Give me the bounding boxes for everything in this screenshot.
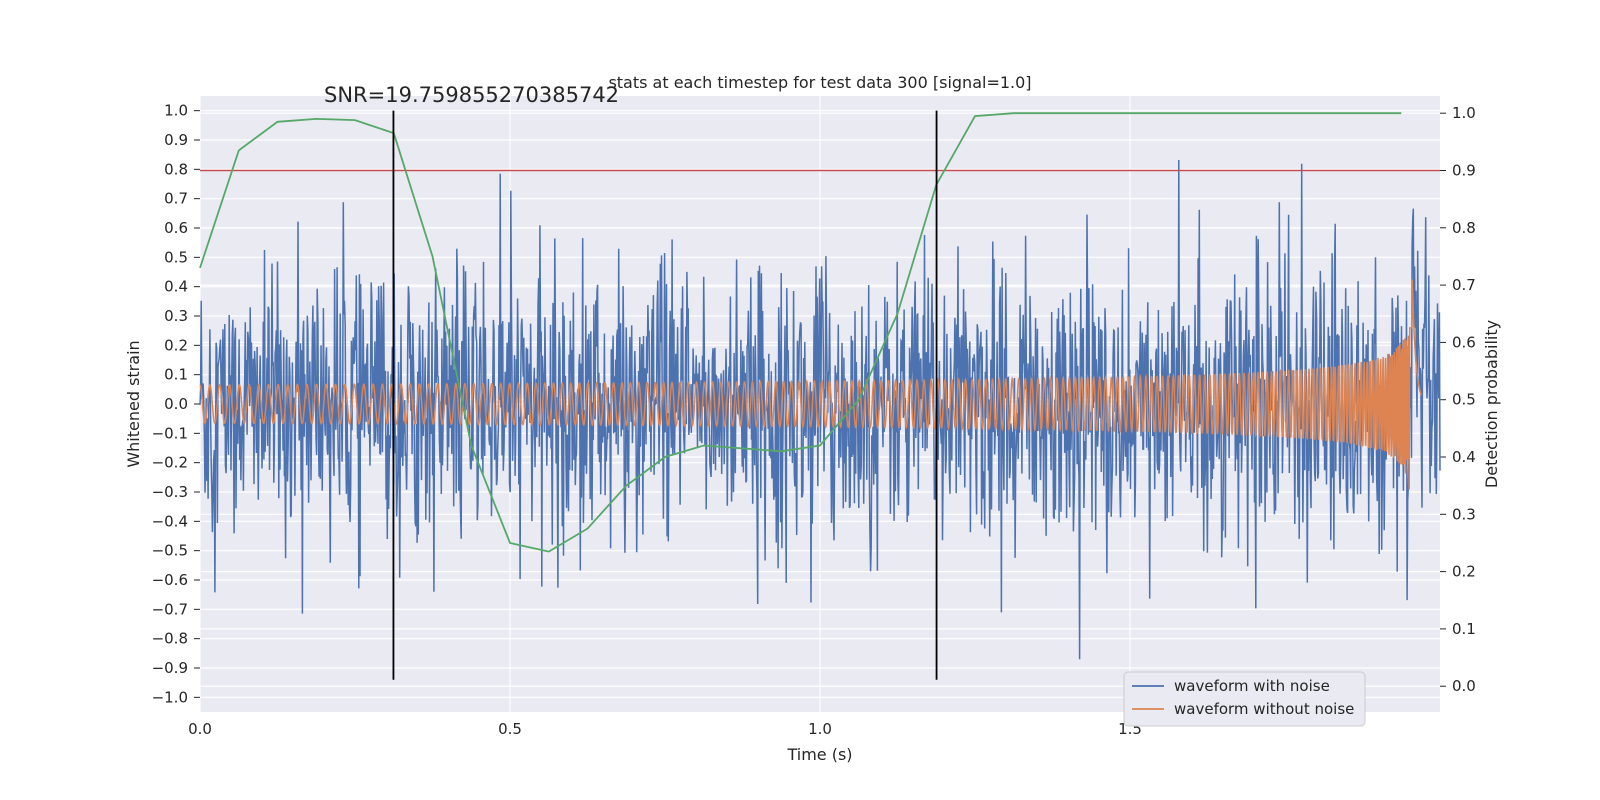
- y2-tick-label: 0.6: [1452, 333, 1476, 351]
- y2-tick-label: 0.1: [1452, 620, 1476, 638]
- y2-tick-label: 0.3: [1452, 505, 1476, 523]
- y-tick-label: −0.9: [152, 659, 188, 677]
- chart-title: stats at each timestep for test data 300…: [608, 73, 1031, 92]
- y-tick-label: 0.9: [164, 131, 188, 149]
- series-line-waveform-without-noise: [199, 279, 1423, 490]
- y-tick-label: −0.6: [152, 571, 188, 589]
- y-axis-label: Whitened strain: [124, 340, 143, 467]
- y-tick-label: 0.8: [164, 160, 188, 178]
- y-tick-label: 0.7: [164, 190, 188, 208]
- y-tick-label: −0.5: [152, 542, 188, 560]
- x-tick-label: 0.0: [188, 720, 212, 738]
- y2-tick-label: 0.9: [1452, 161, 1476, 179]
- y-tick-label: −0.7: [152, 600, 188, 618]
- y-tick-label: −1.0: [152, 688, 188, 706]
- snr-annotation: SNR=19.759855270385742: [324, 83, 619, 107]
- y-tick-label: −0.1: [152, 424, 188, 442]
- y2-tick-label: 0.7: [1452, 276, 1476, 294]
- y-tick-label: −0.8: [152, 630, 188, 648]
- x-tick-label: 0.5: [498, 720, 522, 738]
- series-line-detection-probability: [199, 112, 1402, 553]
- y-tick-label: 0.6: [164, 219, 188, 237]
- y2-tick-label: 0.4: [1452, 448, 1476, 466]
- y-tick-label: 0.2: [164, 336, 188, 354]
- y-tick-labels: −1.0 −0.9 −0.8 −0.7 −0.6 −0.5 −0.4 −0.3 −0.2 −0.1…: [152, 102, 188, 707]
- x-tick-label: 1.0: [808, 720, 832, 738]
- x-tick-labels: 0.0 0.5 1.0 1.5: [188, 720, 1142, 738]
- legend-label-noise: waveform with noise: [1174, 677, 1330, 695]
- legend: waveform with noise waveform without noi…: [1123, 671, 1366, 727]
- legend-label-clean: waveform without noise: [1174, 700, 1354, 718]
- y2-tick-label: 0.5: [1452, 391, 1476, 409]
- x-axis-label: Time (s): [786, 745, 852, 764]
- y-tick-label: −0.3: [152, 483, 188, 501]
- y2-tick-label: 1.0: [1452, 104, 1476, 122]
- y2-tick-label: 0.2: [1452, 563, 1476, 581]
- y2-axis-label: Detection probability: [1482, 320, 1501, 488]
- y-tick-label: 0.4: [164, 278, 188, 296]
- y-tick-label: 0.3: [164, 307, 188, 325]
- y-tick-label: 0.5: [164, 248, 188, 266]
- y-tick-label: 0.0: [164, 395, 188, 413]
- legend-box: [1123, 671, 1366, 727]
- y2-tick-labels: 0.0 0.1 0.2 0.3 0.4 0.5 0.6 0.7 0.8 0.9 1.0: [1452, 104, 1476, 695]
- y-tick-label: 0.1: [164, 366, 188, 384]
- y-tick-label: −0.2: [152, 454, 188, 472]
- y-tick-label: 1.0: [164, 102, 188, 120]
- y2-tick-label: 0.8: [1452, 219, 1476, 237]
- y-tick-label: −0.4: [152, 512, 188, 530]
- series-layer: [199, 110, 1441, 680]
- y2-tick-label: 0.0: [1452, 677, 1476, 695]
